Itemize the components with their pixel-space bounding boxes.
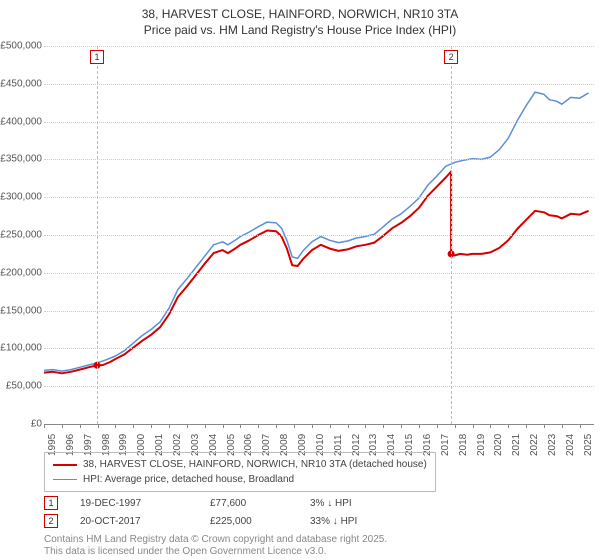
sale-date: 19-DEC-1997: [80, 498, 210, 509]
gridline: [44, 122, 594, 123]
x-tick: [580, 424, 581, 428]
x-tick: [365, 424, 366, 428]
x-axis-label: 2025: [583, 434, 594, 456]
x-tick: [473, 424, 474, 428]
x-tick: [526, 424, 527, 428]
y-axis-label: £200,000: [0, 267, 42, 278]
series-hpi: [44, 92, 589, 371]
x-tick: [62, 424, 63, 428]
x-tick: [490, 424, 491, 428]
y-axis-label: £350,000: [0, 154, 42, 165]
attribution-line1: Contains HM Land Registry data © Crown c…: [44, 534, 387, 546]
sale-marker-box: 1: [44, 496, 58, 510]
y-axis-label: £250,000: [0, 230, 42, 241]
chart-container: 38, HARVEST CLOSE, HAINFORD, NORWICH, NR…: [0, 0, 600, 560]
title-line1: 38, HARVEST CLOSE, HAINFORD, NORWICH, NR…: [0, 6, 600, 22]
x-axis-label: 2023: [547, 434, 558, 456]
sale-marker-box: 1: [90, 50, 104, 64]
x-tick: [205, 424, 206, 428]
sale-date: 20-OCT-2017: [80, 516, 210, 527]
x-tick: [544, 424, 545, 428]
sales-table: 1 19-DEC-1997 £77,600 3% ↓ HPI 2 20-OCT-…: [44, 494, 420, 530]
sale-pct: 3% ↓ HPI: [310, 498, 420, 509]
x-axis-label: 2018: [458, 434, 469, 456]
x-tick: [330, 424, 331, 428]
x-tick: [151, 424, 152, 428]
sale-price: £77,600: [210, 498, 310, 509]
legend-swatch: [53, 479, 77, 480]
x-tick: [133, 424, 134, 428]
x-tick: [258, 424, 259, 428]
gridline: [44, 84, 594, 85]
legend: 38, HARVEST CLOSE, HAINFORD, NORWICH, NR…: [44, 452, 436, 492]
legend-label: 38, HARVEST CLOSE, HAINFORD, NORWICH, NR…: [83, 457, 427, 472]
legend-item-hpi: HPI: Average price, detached house, Broa…: [53, 472, 427, 487]
x-tick: [240, 424, 241, 428]
y-axis-label: £300,000: [0, 192, 42, 203]
x-axis-label: 2022: [529, 434, 540, 456]
x-tick: [223, 424, 224, 428]
x-tick: [44, 424, 45, 428]
x-tick: [276, 424, 277, 428]
x-tick: [437, 424, 438, 428]
x-axis-label: 2019: [476, 434, 487, 456]
y-axis-label: £100,000: [0, 343, 42, 354]
x-tick: [98, 424, 99, 428]
chart-title: 38, HARVEST CLOSE, HAINFORD, NORWICH, NR…: [0, 0, 600, 38]
y-axis-label: £150,000: [0, 305, 42, 316]
x-tick: [115, 424, 116, 428]
gridline: [44, 197, 594, 198]
gridline: [44, 311, 594, 312]
attribution-line2: This data is licensed under the Open Gov…: [44, 546, 387, 558]
sale-marker-box: 2: [44, 514, 58, 528]
y-axis-label: £450,000: [0, 78, 42, 89]
x-tick: [80, 424, 81, 428]
x-tick: [401, 424, 402, 428]
legend-item-subject: 38, HARVEST CLOSE, HAINFORD, NORWICH, NR…: [53, 457, 427, 472]
x-axis-label: 2021: [511, 434, 522, 456]
gridline: [44, 386, 594, 387]
sale-price: £225,000: [210, 516, 310, 527]
x-axis-label: 2017: [440, 434, 451, 456]
gridline: [44, 159, 594, 160]
gridline: [44, 235, 594, 236]
y-axis-label: £500,000: [0, 41, 42, 52]
gridline: [44, 348, 594, 349]
x-tick: [562, 424, 563, 428]
plot-area: £0£50,000£100,000£150,000£200,000£250,00…: [44, 46, 594, 425]
sales-row: 1 19-DEC-1997 £77,600 3% ↓ HPI: [44, 494, 420, 512]
attribution: Contains HM Land Registry data © Crown c…: [44, 534, 387, 558]
x-tick: [294, 424, 295, 428]
legend-swatch: [53, 464, 77, 466]
gridline: [44, 273, 594, 274]
y-axis-label: £0: [31, 419, 42, 430]
x-tick: [383, 424, 384, 428]
x-tick: [455, 424, 456, 428]
sale-vline: [97, 46, 98, 424]
sale-pct: 33% ↓ HPI: [310, 516, 420, 527]
x-tick: [508, 424, 509, 428]
x-axis-label: 2024: [565, 434, 576, 456]
legend-label: HPI: Average price, detached house, Broa…: [83, 472, 294, 487]
x-tick: [419, 424, 420, 428]
title-line2: Price paid vs. HM Land Registry's House …: [0, 22, 600, 38]
sale-marker-box: 2: [444, 50, 458, 64]
y-axis-label: £400,000: [0, 116, 42, 127]
x-tick: [348, 424, 349, 428]
y-axis-label: £50,000: [6, 381, 42, 392]
sales-row: 2 20-OCT-2017 £225,000 33% ↓ HPI: [44, 512, 420, 530]
x-axis-label: 2020: [493, 434, 504, 456]
x-tick: [312, 424, 313, 428]
x-tick: [169, 424, 170, 428]
sale-vline: [451, 46, 452, 424]
gridline: [44, 46, 594, 47]
x-tick: [187, 424, 188, 428]
